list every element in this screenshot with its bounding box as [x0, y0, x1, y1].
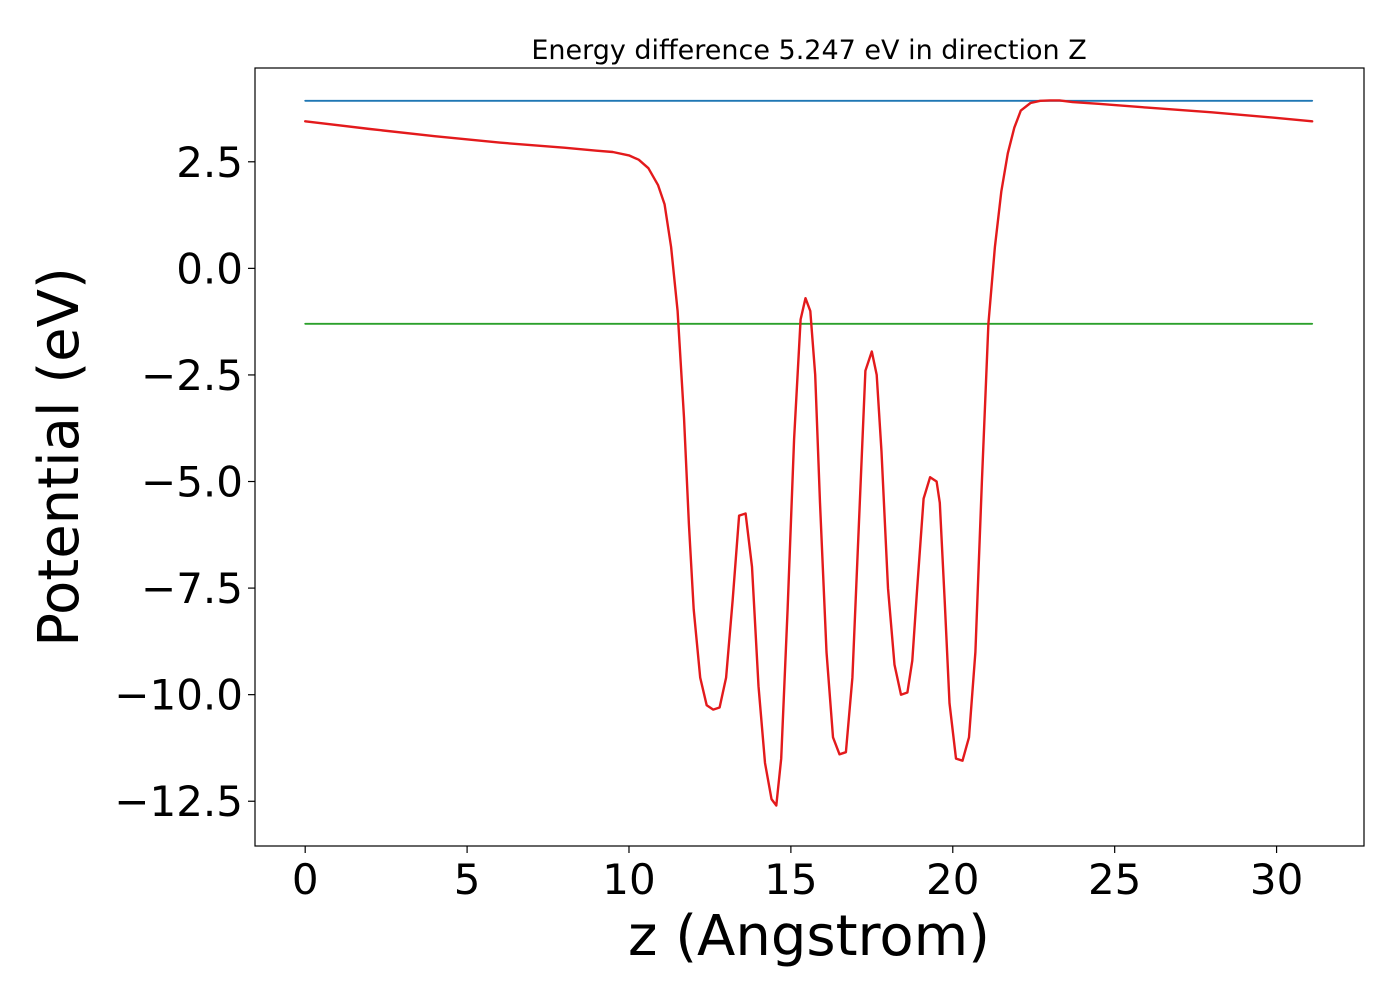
potential-curve [304, 99, 1314, 807]
x-tick-label: 30 [1250, 855, 1303, 904]
y-axis: 2.5 0.0 −2.5 −5.0 −7.5 −10.0 −12.5 [114, 138, 255, 826]
series-layer [304, 99, 1314, 807]
x-tick-label: 0 [292, 855, 319, 904]
plot-frame [254, 67, 1365, 847]
y-tick-label: 2.5 [176, 138, 243, 187]
x-axis: 0 5 10 15 20 25 30 [292, 846, 1303, 904]
x-tick-label: 15 [764, 855, 817, 904]
y-tick-label: 0.0 [176, 244, 243, 293]
y-axis-label: Potential (eV) [27, 267, 92, 647]
y-tick-label: −10.0 [114, 671, 243, 720]
x-tick-label: 10 [602, 855, 655, 904]
x-tick-label: 20 [926, 855, 979, 904]
chart-title: Energy difference 5.247 eV in direction … [531, 35, 1086, 66]
y-tick-label: −7.5 [141, 564, 243, 613]
y-tick-label: −5.0 [141, 458, 243, 507]
y-tick-label: −12.5 [114, 777, 243, 826]
x-tick-label: 25 [1088, 855, 1141, 904]
x-tick-label: 5 [454, 855, 481, 904]
x-axis-label: z (Angstrom) [628, 904, 990, 969]
y-tick-label: −2.5 [141, 351, 243, 400]
